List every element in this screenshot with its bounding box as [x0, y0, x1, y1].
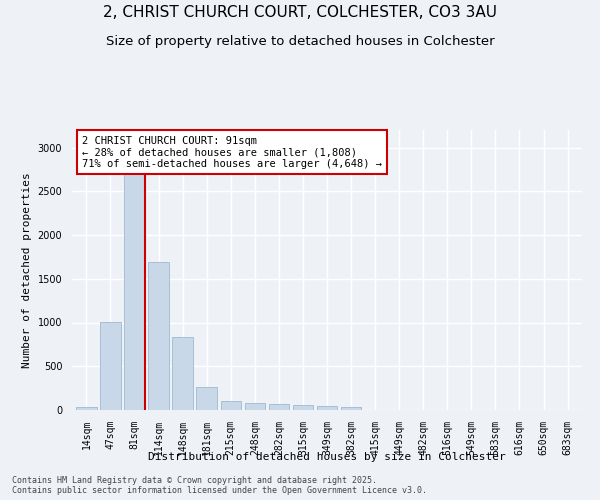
- Text: Contains public sector information licensed under the Open Government Licence v3: Contains public sector information licen…: [12, 486, 427, 495]
- Bar: [269, 404, 289, 410]
- Text: Contains HM Land Registry data © Crown copyright and database right 2025.: Contains HM Land Registry data © Crown c…: [12, 476, 377, 485]
- Text: 2 CHRIST CHURCH COURT: 91sqm
← 28% of detached houses are smaller (1,808)
71% of: 2 CHRIST CHURCH COURT: 91sqm ← 28% of de…: [82, 136, 382, 169]
- Text: Size of property relative to detached houses in Colchester: Size of property relative to detached ho…: [106, 35, 494, 48]
- Bar: [341, 407, 361, 410]
- Bar: [172, 336, 193, 410]
- Bar: [221, 401, 241, 410]
- Bar: [245, 404, 265, 410]
- Text: Distribution of detached houses by size in Colchester: Distribution of detached houses by size …: [148, 452, 506, 462]
- Bar: [293, 405, 313, 410]
- Text: 2, CHRIST CHURCH COURT, COLCHESTER, CO3 3AU: 2, CHRIST CHURCH COURT, COLCHESTER, CO3 …: [103, 5, 497, 20]
- Bar: [196, 387, 217, 410]
- Bar: [100, 322, 121, 410]
- Bar: [317, 406, 337, 410]
- Bar: [148, 262, 169, 410]
- Y-axis label: Number of detached properties: Number of detached properties: [22, 172, 32, 368]
- Bar: [124, 158, 145, 410]
- Bar: [76, 407, 97, 410]
